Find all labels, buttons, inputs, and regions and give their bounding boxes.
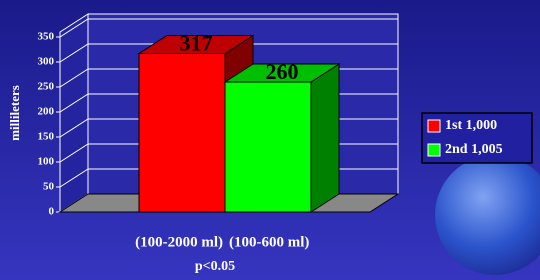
x-tick-label: (100-600 ml) [229,234,309,250]
legend-swatch [428,120,440,132]
legend-label: 2nd 1,005 [445,142,503,157]
y-axis-label: millileters [7,85,22,141]
y-tick-label: 250 [38,81,55,93]
data-label: 260 [266,59,299,84]
side-wall [60,14,88,212]
bar [139,54,225,213]
y-tick-label: 50 [43,181,55,193]
y-tick-label: 200 [38,106,55,118]
subtitle: p<0.05 [195,259,235,274]
legend-label: 1st 1,000 [445,118,497,133]
page: 050100150200250300350317260 millileters … [0,0,540,280]
y-tick-label: 350 [38,31,55,43]
bar [225,82,311,212]
bar-side [311,64,339,212]
data-label: 317 [180,31,213,56]
x-tick-label: (100-2000 ml) [135,234,223,250]
legend-swatch [428,144,440,156]
y-tick-label: 100 [38,156,55,168]
y-tick-label: 150 [38,131,55,143]
y-tick-label: 0 [49,206,55,218]
chart: 050100150200250300350317260 millileters … [0,0,540,280]
plot: 0 50 100 150 200 250 300 350 317 260 [38,14,399,218]
y-tick-label: 300 [38,56,55,68]
